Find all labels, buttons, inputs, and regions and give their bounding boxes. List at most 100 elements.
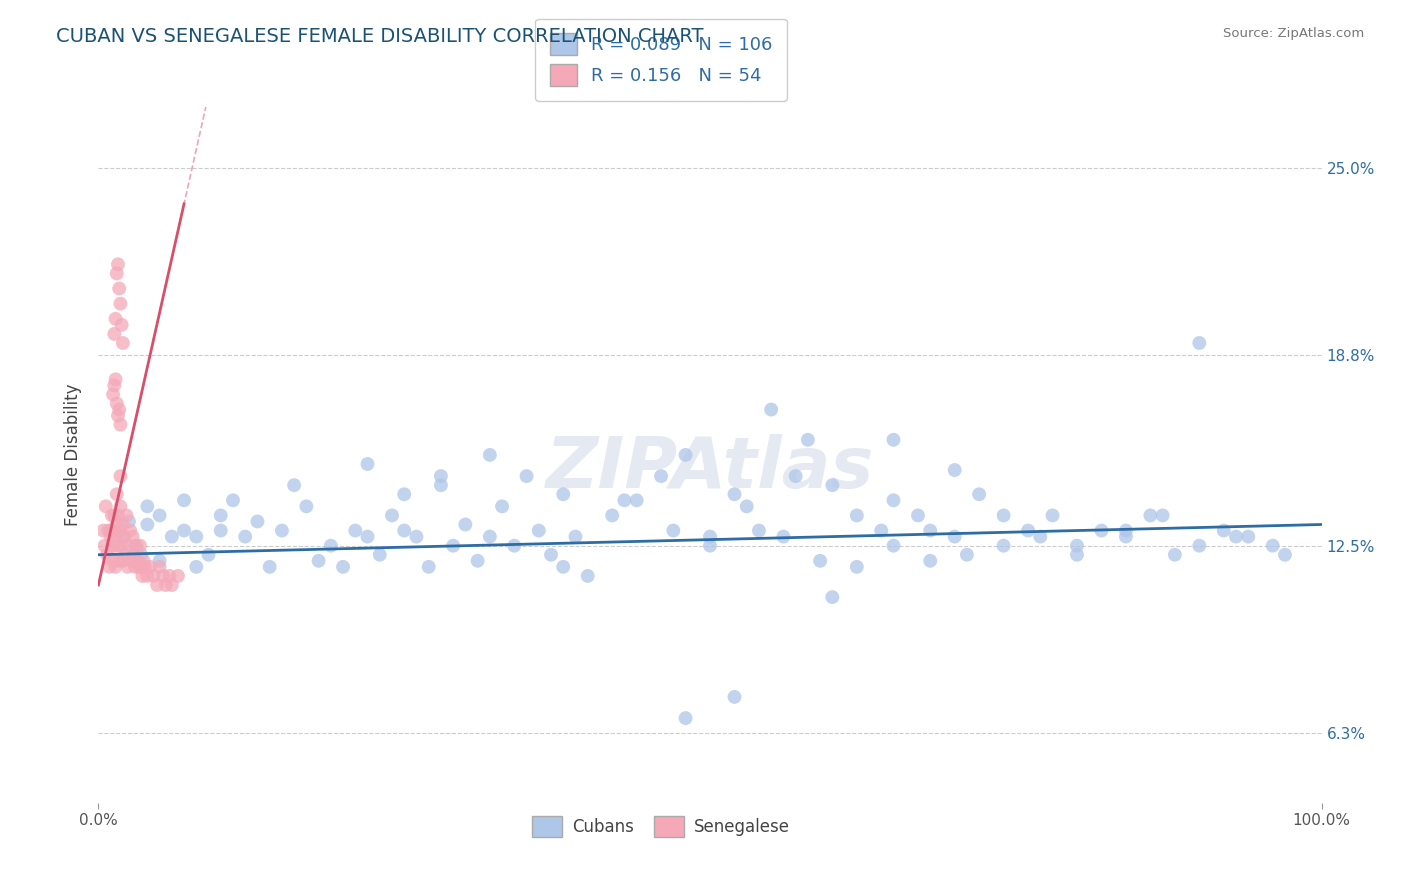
Point [121,530,143,544]
Point [111,318,134,332]
Point [128,559,150,574]
Point [883,433,905,447]
Point [173,493,195,508]
Point [1042,508,1064,523]
Point [870,524,893,538]
Point [132,554,155,568]
Point [104,559,127,574]
Point [105,517,128,532]
Point [186,559,208,574]
Point [723,690,745,704]
Point [117,559,139,574]
Point [111,554,134,568]
Point [1225,530,1247,544]
Point [1188,336,1211,351]
Point [1115,524,1137,538]
Point [246,515,269,529]
Point [1029,530,1052,544]
Point [111,539,134,553]
Point [101,554,124,568]
Point [104,530,127,544]
Point [107,508,129,523]
Text: ZIPAtlas: ZIPAtlas [546,434,875,503]
Point [118,539,141,553]
Point [295,500,318,514]
Point [270,524,294,538]
Point [108,402,131,417]
Point [491,500,513,514]
Point [1188,539,1211,553]
Point [967,487,990,501]
Point [103,508,125,523]
Point [110,500,132,514]
Point [699,539,721,553]
Point [920,554,942,568]
Point [118,515,141,529]
Point [956,548,979,562]
Point [332,559,354,574]
Point [1115,530,1137,544]
Point [105,396,128,410]
Point [308,554,330,568]
Point [675,448,697,462]
Point [478,530,501,544]
Point [146,578,169,592]
Point [149,554,172,568]
Point [98,559,121,574]
Text: CUBAN VS SENEGALESE FEMALE DISABILITY CORRELATION CHART: CUBAN VS SENEGALESE FEMALE DISABILITY CO… [56,27,704,45]
Point [735,500,758,514]
Point [124,559,146,574]
Point [430,469,453,483]
Point [111,530,134,544]
Point [152,569,174,583]
Point [111,517,134,532]
Point [1212,524,1234,538]
Point [883,539,905,553]
Point [157,569,180,583]
Point [503,539,526,553]
Point [129,548,152,562]
Point [104,311,127,326]
Point [1152,508,1174,523]
Point [111,336,134,351]
Point [1017,524,1039,538]
Point [129,539,152,553]
Point [467,554,489,568]
Point [675,711,697,725]
Point [626,493,648,508]
Legend: Cubans, Senegalese: Cubans, Senegalese [526,810,797,843]
Point [515,469,537,483]
Point [993,508,1015,523]
Point [405,530,427,544]
Point [105,267,128,281]
Point [723,487,745,501]
Y-axis label: Female Disability: Female Disability [65,384,83,526]
Point [108,554,131,568]
Point [142,569,165,583]
Point [155,578,177,592]
Point [1066,548,1088,562]
Point [600,508,623,523]
Point [107,257,129,271]
Point [91,524,114,538]
Point [108,524,131,538]
Point [883,493,905,508]
Point [233,530,256,544]
Point [418,559,440,574]
Point [392,487,416,501]
Point [209,524,232,538]
Point [101,524,124,538]
Point [100,524,122,538]
Text: Source: ZipAtlas.com: Source: ZipAtlas.com [1223,27,1364,40]
Point [1274,548,1296,562]
Point [381,508,404,523]
Point [127,554,149,568]
Point [553,559,575,574]
Point [173,524,195,538]
Point [283,478,305,492]
Point [105,487,128,501]
Point [104,372,127,386]
Point [100,530,122,544]
Point [134,559,156,574]
Point [821,478,844,492]
